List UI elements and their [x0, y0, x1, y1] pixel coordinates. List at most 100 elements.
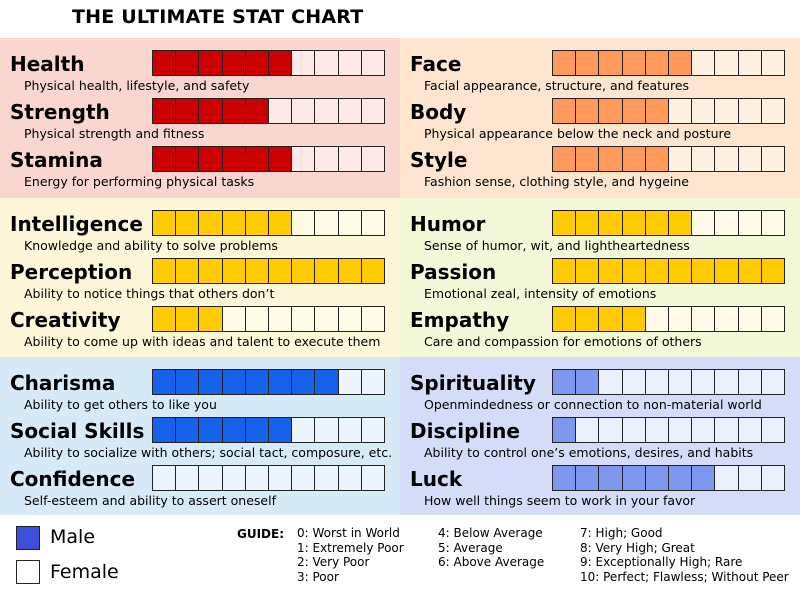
- bar-segment-filled[interactable]: [598, 98, 623, 124]
- bar-segment-empty[interactable]: [291, 98, 316, 124]
- bar-segment-empty[interactable]: [337, 306, 362, 332]
- bar-segment-filled[interactable]: [175, 146, 200, 172]
- bar-segment-empty[interactable]: [691, 50, 716, 76]
- bar-segment-filled[interactable]: [198, 306, 223, 332]
- bar-segment-filled[interactable]: [152, 306, 177, 332]
- bar-segment-empty[interactable]: [360, 417, 385, 443]
- bar-segment-filled[interactable]: [552, 146, 577, 172]
- bar-segment-empty[interactable]: [337, 417, 362, 443]
- bar-segment-empty[interactable]: [314, 98, 339, 124]
- bar-segment-filled[interactable]: [667, 210, 693, 236]
- bar-segment-empty[interactable]: [644, 369, 669, 395]
- bar-segment-filled[interactable]: [552, 258, 577, 284]
- bar-segment-filled[interactable]: [575, 146, 600, 172]
- bar-segment-filled[interactable]: [644, 258, 669, 284]
- bar-segment-filled[interactable]: [175, 98, 200, 124]
- bar-segment-empty[interactable]: [644, 306, 669, 332]
- bar-segment-empty[interactable]: [360, 50, 385, 76]
- bar-segment-empty[interactable]: [314, 210, 339, 236]
- bar-segment-empty[interactable]: [360, 210, 385, 236]
- bar-segment-filled[interactable]: [714, 258, 739, 284]
- bar-segment-filled[interactable]: [621, 465, 646, 491]
- bar-segment-filled[interactable]: [691, 465, 716, 491]
- bar-segment-empty[interactable]: [714, 98, 739, 124]
- bar-segment-empty[interactable]: [314, 465, 339, 491]
- bar-segment-empty[interactable]: [714, 50, 739, 76]
- bar-segment-filled[interactable]: [221, 258, 246, 284]
- bar-segment-empty[interactable]: [714, 369, 739, 395]
- bar-segment-filled[interactable]: [244, 98, 269, 124]
- bar-segment-filled[interactable]: [314, 258, 339, 284]
- bar-segment-filled[interactable]: [644, 210, 669, 236]
- bar-segment-filled[interactable]: [175, 258, 200, 284]
- bar-segment-empty[interactable]: [667, 98, 693, 124]
- bar-segment-empty[interactable]: [714, 146, 739, 172]
- bar-segment-empty[interactable]: [621, 417, 646, 443]
- bar-segment-filled[interactable]: [152, 50, 177, 76]
- bar-segment-empty[interactable]: [760, 306, 785, 332]
- bar-segment-filled[interactable]: [598, 258, 623, 284]
- bar-segment-filled[interactable]: [575, 98, 600, 124]
- bar-segment-empty[interactable]: [152, 465, 177, 491]
- bar-segment-empty[interactable]: [221, 465, 246, 491]
- bar-segment-filled[interactable]: [598, 146, 623, 172]
- bar-segment-filled[interactable]: [244, 50, 269, 76]
- bar-segment-filled[interactable]: [575, 258, 600, 284]
- bar-segment-filled[interactable]: [621, 50, 646, 76]
- bar-segment-filled[interactable]: [552, 210, 577, 236]
- bar-segment-filled[interactable]: [221, 210, 246, 236]
- bar-segment-filled[interactable]: [644, 98, 669, 124]
- bar-segment-filled[interactable]: [198, 258, 223, 284]
- bar-segment-empty[interactable]: [575, 417, 600, 443]
- bar-segment-filled[interactable]: [598, 50, 623, 76]
- bar-segment-filled[interactable]: [244, 417, 269, 443]
- bar-segment-empty[interactable]: [737, 98, 762, 124]
- bar-segment-empty[interactable]: [737, 306, 762, 332]
- bar-segment-empty[interactable]: [360, 306, 385, 332]
- bar-segment-empty[interactable]: [337, 146, 362, 172]
- bar-segment-filled[interactable]: [198, 369, 223, 395]
- bar-segment-empty[interactable]: [737, 465, 762, 491]
- bar-segment-empty[interactable]: [337, 465, 362, 491]
- bar-segment-empty[interactable]: [760, 369, 785, 395]
- bar-segment-filled[interactable]: [291, 369, 316, 395]
- bar-segment-empty[interactable]: [760, 417, 785, 443]
- bar-segment-empty[interactable]: [337, 50, 362, 76]
- bar-segment-filled[interactable]: [667, 258, 693, 284]
- bar-segment-filled[interactable]: [667, 50, 693, 76]
- bar-segment-empty[interactable]: [291, 50, 316, 76]
- bar-segment-empty[interactable]: [691, 210, 716, 236]
- bar-segment-filled[interactable]: [575, 50, 600, 76]
- bar-segment-filled[interactable]: [175, 50, 200, 76]
- bar-segment-filled[interactable]: [621, 258, 646, 284]
- bar-segment-empty[interactable]: [714, 465, 739, 491]
- bar-segment-filled[interactable]: [198, 146, 223, 172]
- bar-segment-empty[interactable]: [267, 465, 293, 491]
- bar-segment-filled[interactable]: [175, 306, 200, 332]
- bar-segment-filled[interactable]: [244, 258, 269, 284]
- bar-segment-empty[interactable]: [175, 465, 200, 491]
- bar-segment-filled[interactable]: [575, 369, 600, 395]
- bar-segment-filled[interactable]: [152, 417, 177, 443]
- bar-segment-filled[interactable]: [598, 210, 623, 236]
- bar-segment-empty[interactable]: [291, 146, 316, 172]
- bar-segment-filled[interactable]: [175, 369, 200, 395]
- bar-segment-empty[interactable]: [291, 210, 316, 236]
- bar-segment-empty[interactable]: [714, 417, 739, 443]
- bar-segment-filled[interactable]: [621, 146, 646, 172]
- bar-segment-filled[interactable]: [737, 258, 762, 284]
- bar-segment-filled[interactable]: [267, 369, 293, 395]
- bar-segment-empty[interactable]: [291, 465, 316, 491]
- bar-segment-empty[interactable]: [667, 417, 693, 443]
- bar-segment-empty[interactable]: [691, 369, 716, 395]
- bar-segment-filled[interactable]: [244, 369, 269, 395]
- bar-segment-empty[interactable]: [714, 306, 739, 332]
- bar-segment-filled[interactable]: [152, 258, 177, 284]
- bar-segment-filled[interactable]: [175, 210, 200, 236]
- bar-segment-empty[interactable]: [760, 465, 785, 491]
- bar-segment-empty[interactable]: [737, 146, 762, 172]
- bar-segment-filled[interactable]: [360, 258, 385, 284]
- bar-segment-filled[interactable]: [644, 50, 669, 76]
- bar-segment-filled[interactable]: [621, 98, 646, 124]
- bar-segment-empty[interactable]: [644, 417, 669, 443]
